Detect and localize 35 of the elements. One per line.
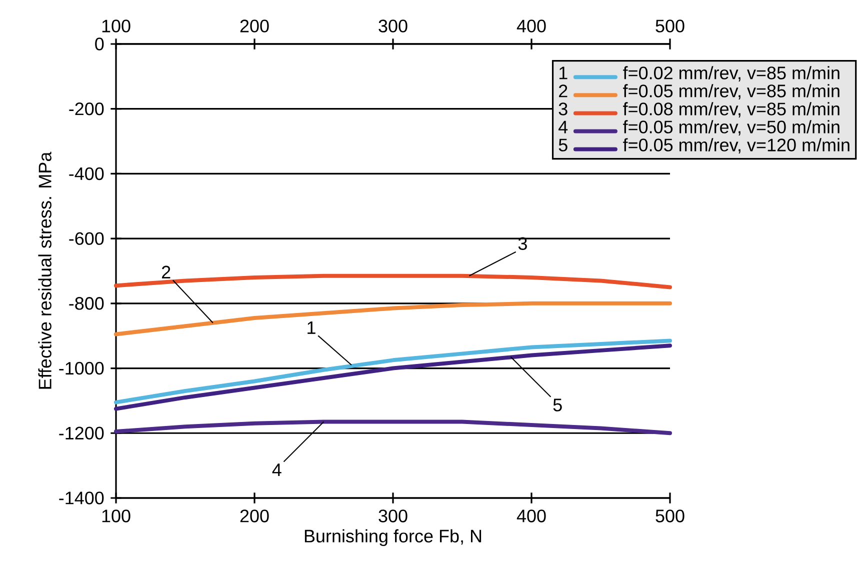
y-tick-label: -600	[69, 232, 104, 245]
text: 2	[559, 84, 568, 98]
y-tick-label: -1000	[59, 362, 104, 375]
legend-label: f=0.08 mm/rev, v=85 m/min	[623, 102, 840, 118]
legend-label: f=0.02 mm/rev, v=85 m/min	[623, 66, 840, 82]
y-tick-label: -1200	[59, 426, 104, 440]
annotation: 4	[272, 464, 282, 476]
x2-tick-label: 300	[378, 20, 408, 32]
legend-label: f=0.05 mm/rev, v=120 m/min	[623, 138, 850, 154]
x-axis-title: Burnishing force Fb, N	[304, 529, 482, 546]
y-tick-label: -400	[69, 167, 104, 180]
y-tick-label: -1400	[59, 492, 104, 504]
x-tick-label: 400	[516, 510, 546, 522]
legend-label: f=0.05 mm/rev, v=85 m/min	[623, 84, 840, 100]
y-axis-title: Effective residual stress. MPa	[38, 152, 52, 389]
text: 5	[558, 138, 568, 152]
annotation: 5	[553, 398, 562, 412]
x-tick-label: 500	[656, 510, 684, 522]
x2-tick-label: 500	[656, 20, 684, 32]
x2-tick-label: 100	[102, 20, 130, 32]
x-tick-label: 200	[240, 510, 269, 522]
annotation: 1	[308, 321, 316, 334]
line-series	[114, 344, 672, 411]
text: 4	[558, 120, 568, 134]
text: 3	[558, 102, 568, 116]
x-tick-label: 100	[102, 510, 130, 522]
legend-label: f=0.05 mm/rev, v=50 m/min	[623, 120, 840, 136]
x-tick-label: 300	[378, 510, 408, 522]
x2-tick-label: 400	[516, 20, 546, 32]
annotation: 2	[162, 266, 170, 278]
y-tick-label: 0	[95, 38, 104, 50]
y-tick-label: -200	[69, 102, 104, 116]
x2-tick-label: 200	[240, 20, 269, 32]
y-tick-label: -800	[69, 297, 104, 310]
text: 1	[559, 66, 568, 80]
